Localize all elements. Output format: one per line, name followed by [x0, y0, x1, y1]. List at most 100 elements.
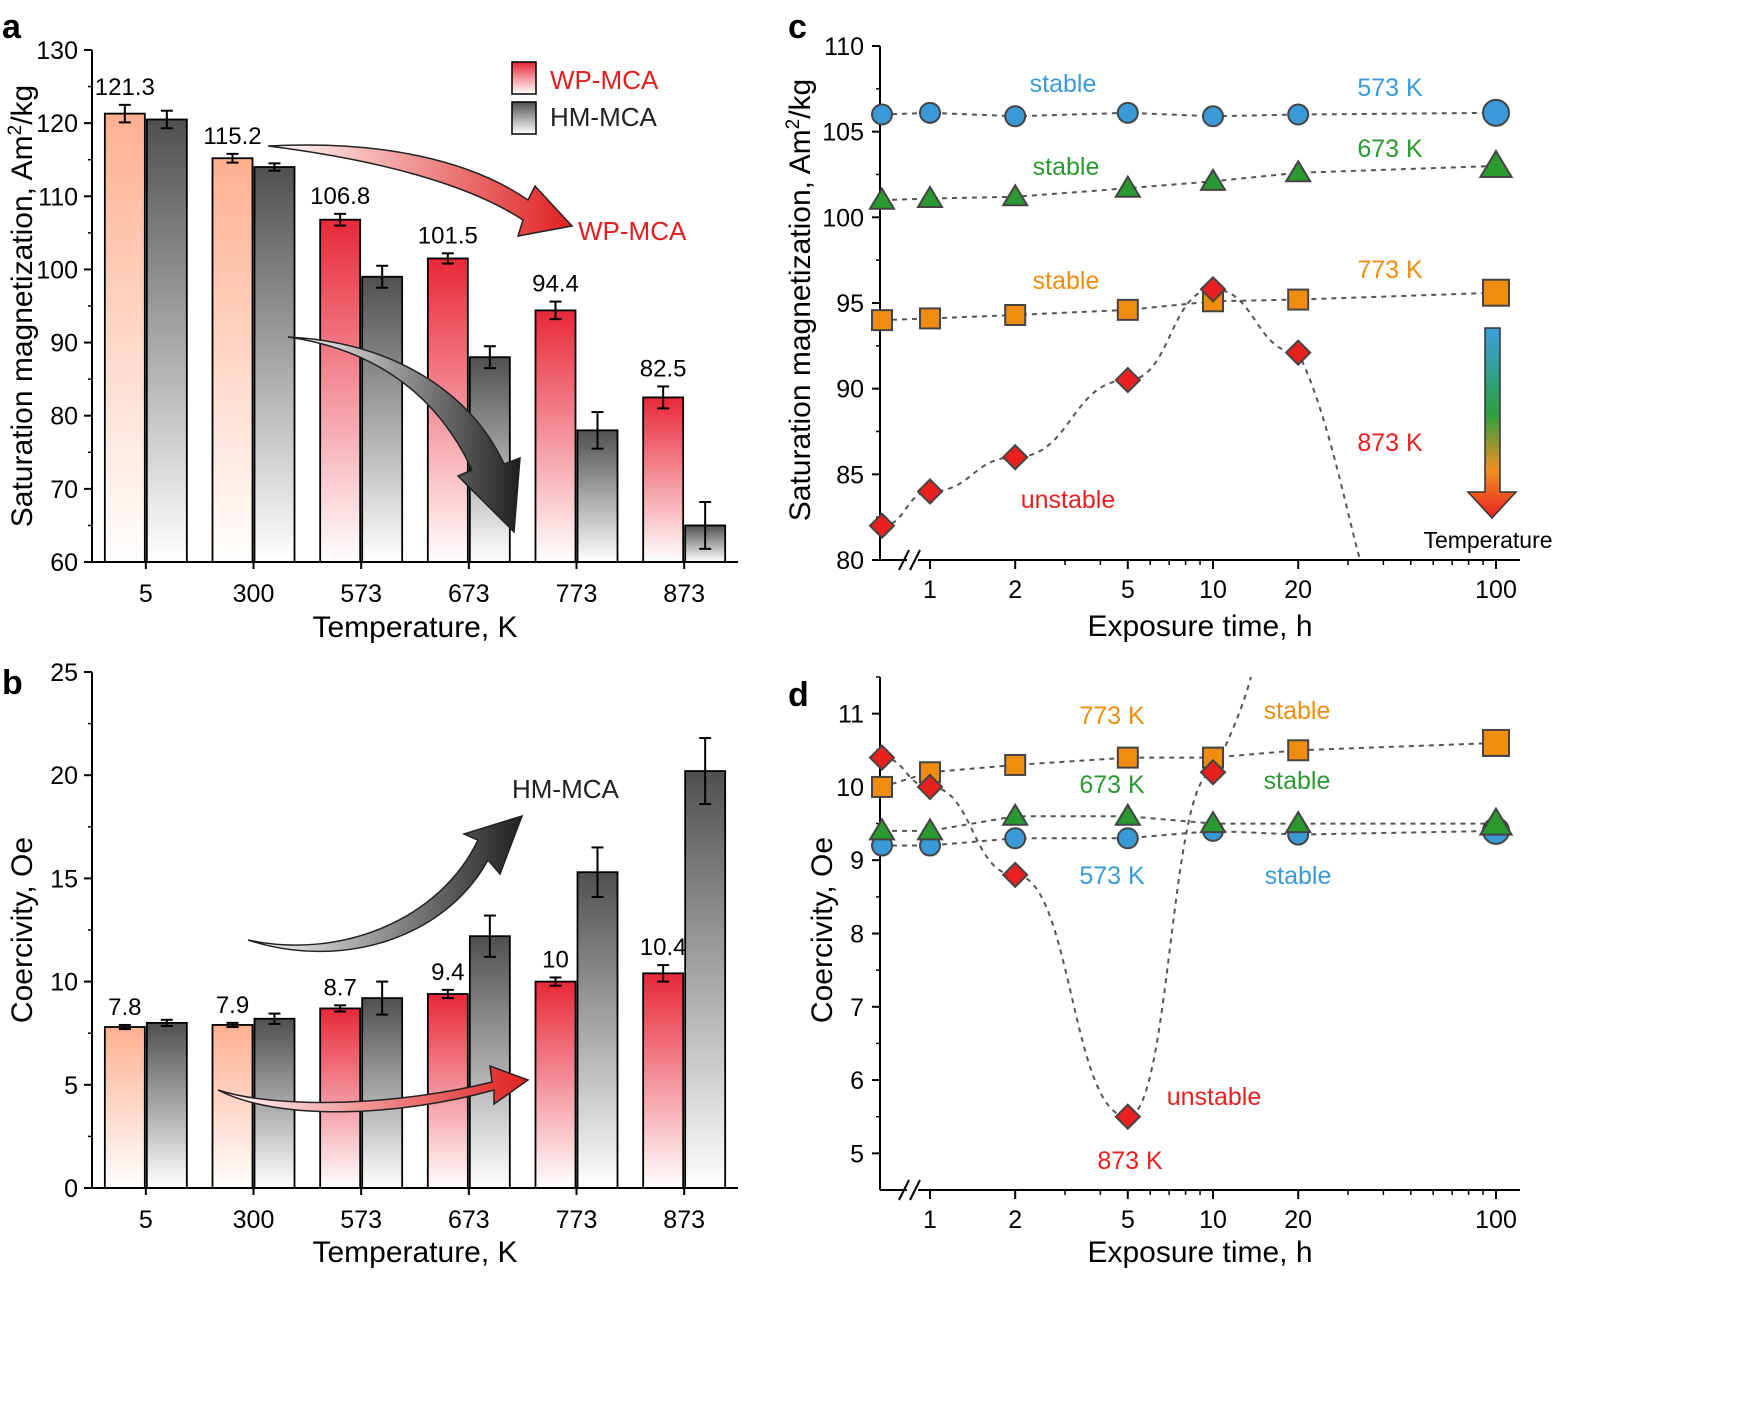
b-yticks: 0 5 10 15 20 25	[50, 659, 92, 1203]
c-marker-diamond	[1199, 275, 1227, 303]
b-xlabel: Temperature, K	[312, 1236, 517, 1269]
legend-label-wp-mca: WP-MCA	[550, 65, 659, 95]
b-ytick-label: 10	[50, 969, 78, 997]
c-marker-triangle	[1114, 174, 1142, 198]
c-marker-diamond	[1284, 339, 1312, 367]
d-annotation-unstable: unstable	[1167, 1083, 1262, 1111]
a-data-label: 94.4	[532, 271, 579, 298]
d-marker-triangle	[868, 817, 896, 841]
a-ytick-label: 110	[38, 183, 78, 211]
panel-label-a: a	[2, 8, 22, 46]
c-marker-diamond	[916, 478, 944, 505]
legend-label-hm-mca: HM-MCA	[550, 102, 658, 132]
b-xtick-label: 300	[233, 1206, 275, 1234]
c-marker-triangle	[868, 186, 896, 210]
a-ytick-label: 60	[50, 549, 78, 577]
a-bar-wp-mca	[319, 218, 362, 563]
c-line-873k	[881, 288, 1362, 561]
d-ytick-label: 7	[850, 994, 864, 1022]
c-marker-circle	[1116, 101, 1139, 124]
d-marker-triangle	[1199, 810, 1227, 834]
d-xticks: 1 2 5 10 20 100	[923, 1190, 1517, 1234]
d-ylabel: Coercivity, Oe	[806, 837, 839, 1023]
b-data-label: 9.4	[431, 959, 464, 986]
panel-label-b: b	[2, 664, 23, 702]
c-line-773k	[881, 291, 1497, 322]
d-marker-square	[1287, 739, 1310, 762]
c-marker-triangle	[1284, 159, 1312, 183]
a-bar-hm-mca	[576, 429, 619, 563]
d-marker-triangle	[1114, 802, 1142, 826]
b-data-label: 7.8	[108, 994, 141, 1021]
c-marker-diamond	[1001, 443, 1029, 471]
a-bar-wp-mca	[211, 157, 254, 563]
a-xtick-label: 300	[233, 580, 275, 608]
b-ytick-label: 20	[50, 762, 78, 790]
d-annotation-stable-773: stable	[1264, 697, 1331, 725]
c-axis-break-1	[898, 549, 910, 571]
c-marker-circle	[919, 101, 941, 124]
a-bar-hm-mca	[145, 118, 188, 563]
a-xlabel: Temperature, K	[312, 611, 517, 644]
c-annotation-873k: 873 K	[1357, 429, 1423, 457]
d-xtick-label: 20	[1284, 1206, 1312, 1234]
b-xtick-label: 573	[340, 1206, 382, 1234]
c-marker-diamond	[1114, 366, 1142, 394]
a-xtick-label: 873	[663, 580, 705, 608]
a-xtick-label: 773	[556, 580, 598, 608]
d-marker-diamond	[1114, 1103, 1142, 1131]
a-bar-wp-mca	[534, 309, 577, 563]
d-xtick-label: 1	[923, 1206, 937, 1234]
a-annotation-wp-mca: WP-MCA	[578, 216, 687, 246]
d-xtick-label: 2	[1008, 1206, 1022, 1234]
c-marker-circle	[871, 103, 893, 126]
c-marker-circle	[1202, 105, 1224, 128]
c-annotation-673k: 673 K	[1357, 135, 1423, 163]
legend-swatch-wp-mca	[511, 61, 537, 95]
b-bar-wp-mca	[534, 980, 577, 1189]
c-annotation-stable-673: stable	[1033, 153, 1100, 181]
b-bar-wp-mca	[642, 972, 685, 1189]
d-annotation-773k: 773 K	[1079, 702, 1145, 730]
d-ytick-label: 11	[838, 701, 864, 729]
d-marker-triangle	[1001, 802, 1029, 826]
b-bar-wp-mca	[103, 1026, 146, 1189]
c-marker-square	[871, 309, 893, 332]
d-annotation-673k: 673 K	[1079, 771, 1145, 799]
c-marker-square	[919, 307, 941, 330]
d-xlabel: Exposure time, h	[1087, 1236, 1312, 1269]
a-arrow-hm-mca	[287, 336, 521, 534]
b-ytick-label: 15	[50, 865, 78, 893]
b-xticks: 5 300 573 673 773 873	[139, 1188, 705, 1234]
c-annotation-temperature: Temperature	[1423, 527, 1552, 553]
legend-swatch-hm-mca	[511, 101, 537, 135]
a-ytick-label: 90	[50, 330, 78, 358]
c-annotation-stable-573: stable	[1030, 70, 1097, 98]
d-annotation-573k: 573 K	[1079, 862, 1145, 890]
d-yticks: 5 6 7 8 9 10 11	[836, 676, 880, 1168]
c-ytick-label: 90	[836, 376, 864, 404]
c-ytick-label: 85	[836, 461, 864, 489]
c-marker-circle	[1482, 98, 1510, 127]
b-bar-wp-mca	[211, 1024, 254, 1189]
c-xticks: 1 2 5 10 20 100	[923, 560, 1517, 604]
d-ytick-label: 5	[850, 1140, 864, 1168]
panel-label-c: c	[788, 8, 807, 46]
c-marker-circle	[1004, 105, 1027, 128]
d-ytick-label: 8	[850, 921, 864, 949]
d-xtick-label: 5	[1121, 1206, 1135, 1234]
c-xtick-label: 10	[1199, 576, 1227, 604]
d-marker-triangle	[1478, 806, 1514, 836]
c-annotation-773k: 773 K	[1357, 256, 1423, 284]
d-axis-break-2	[909, 1179, 921, 1201]
d-annotation-stable-573: stable	[1265, 862, 1332, 890]
a-ytick-label: 100	[36, 256, 78, 284]
a-data-label: 101.5	[418, 222, 478, 249]
b-data-label: 7.9	[216, 992, 249, 1019]
c-ytick-label: 80	[836, 547, 864, 575]
b-bars: 7.8 7.9 8.7 9.4 10 10.4	[103, 737, 727, 1189]
c-marker-square	[1482, 278, 1510, 307]
d-line-873k	[881, 676, 1252, 1118]
c-line-673k	[881, 164, 1497, 202]
